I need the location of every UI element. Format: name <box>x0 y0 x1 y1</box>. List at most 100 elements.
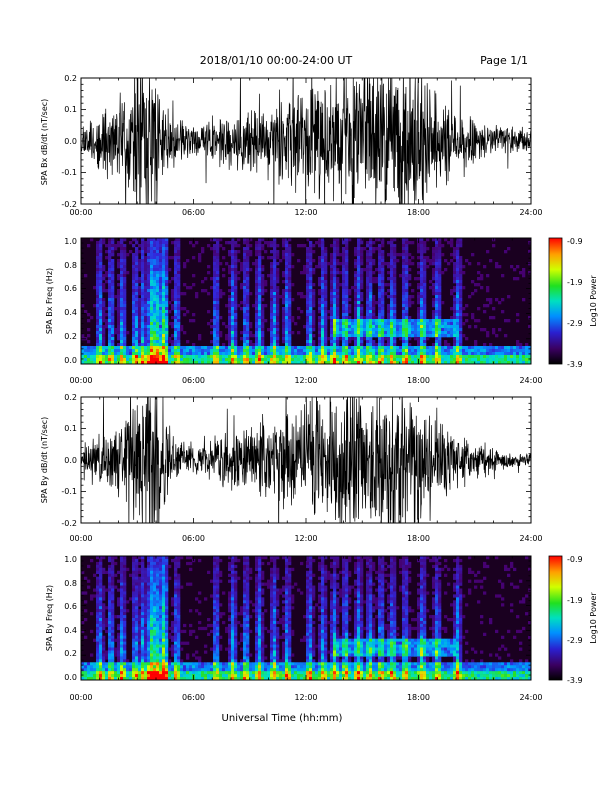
spectrogram-cell <box>342 268 345 271</box>
spectrogram-cell <box>123 283 126 286</box>
spectrogram-cell <box>234 268 237 271</box>
spectrogram-cell <box>108 274 111 277</box>
spectrogram-cell <box>345 319 348 322</box>
spectrogram-cell <box>234 265 237 268</box>
spectrogram-cell <box>255 355 258 358</box>
spectrogram-cell <box>498 349 501 352</box>
spectrogram-cell <box>417 277 420 280</box>
spectrogram-cell <box>108 559 111 562</box>
spectrogram-cell <box>123 313 126 316</box>
spectrogram-cell <box>135 253 138 256</box>
spectrogram-cell <box>123 256 126 259</box>
spectrogram-cell <box>174 358 177 361</box>
spectrogram-cell <box>318 358 321 361</box>
spectrogram-cell <box>306 292 309 295</box>
spectrogram-cell <box>363 352 366 355</box>
spectrogram-cell <box>174 334 177 337</box>
spectrogram-cell <box>489 358 492 361</box>
spectrogram-cell <box>318 352 321 355</box>
spectrogram-cell <box>309 250 312 253</box>
spectrogram-cell <box>111 671 114 674</box>
spectrogram-cell <box>165 301 168 304</box>
spectrogram-cell <box>111 262 114 265</box>
spectrogram-cell <box>207 346 210 349</box>
spectrogram-cell <box>381 274 384 277</box>
spectrogram-cell <box>138 615 141 618</box>
spectrogram-cell <box>453 304 456 307</box>
spectrogram-cell <box>351 337 354 340</box>
spectrogram-cell <box>108 289 111 292</box>
spectrogram-cell <box>234 274 237 277</box>
spectrogram-cell <box>150 612 153 615</box>
spectrogram-cell <box>174 307 177 310</box>
spectrogram-cell <box>453 325 456 328</box>
spectrogram-cell <box>456 307 459 310</box>
spectrogram-cell <box>336 352 339 355</box>
spectrogram-cell <box>417 331 420 334</box>
spectrogram-cell <box>357 289 360 292</box>
spectrogram-cell <box>279 355 282 358</box>
p3-ytick-3: -0.1 <box>61 487 77 496</box>
spectrogram-cell <box>453 328 456 331</box>
p1-ytick-2: 0.0 <box>64 137 77 146</box>
spectrogram-cell <box>120 301 123 304</box>
spectrogram-cell <box>261 316 264 319</box>
spectrogram-cell <box>417 313 420 316</box>
spectrogram-cell <box>438 331 441 334</box>
spectrogram-cell <box>270 316 273 319</box>
spectrogram-cell <box>213 334 216 337</box>
spectrogram-cell <box>420 268 423 271</box>
spectrogram-cell <box>201 280 204 283</box>
spectrogram-cell <box>111 283 114 286</box>
spectrogram-cell <box>180 349 183 352</box>
spectrogram-cell <box>420 301 423 304</box>
spectrogram-cell <box>501 349 504 352</box>
spectrogram-cell <box>285 292 288 295</box>
spectrogram-cell <box>108 606 111 609</box>
spectrogram-cell <box>417 301 420 304</box>
spectrogram-cell <box>285 307 288 310</box>
spectrogram-cell <box>423 271 426 274</box>
spectrogram-cell <box>477 358 480 361</box>
spectrogram-cell <box>276 334 279 337</box>
spectrogram-cell <box>150 346 153 349</box>
spectrogram-cell <box>270 349 273 352</box>
spectrogram-cell <box>96 241 99 244</box>
spectrogram-cell <box>519 343 522 346</box>
spectrogram-cell <box>420 289 423 292</box>
spectrogram-cell <box>453 298 456 301</box>
spectrogram-cell <box>474 355 477 358</box>
spectrogram-cell <box>276 292 279 295</box>
spectrogram-cell <box>423 277 426 280</box>
spectrogram-cell <box>141 250 144 253</box>
spectrogram-cell <box>459 316 462 319</box>
spectrogram-cell <box>366 298 369 301</box>
spectrogram-cell <box>417 325 420 328</box>
spectrogram-cell <box>252 358 255 361</box>
spectrogram-cell <box>444 349 447 352</box>
spectrogram-cell <box>135 340 138 343</box>
spectrogram-cell <box>126 671 129 674</box>
spectrogram-cell <box>240 349 243 352</box>
spectrogram-cell <box>486 250 489 253</box>
panel-by-spectrogram: 1.0 0.8 0.6 0.4 0.2 0.0 00:00 06:00 12:0… <box>45 555 598 702</box>
spectrogram-cell <box>333 358 336 361</box>
spectrogram-cell <box>495 355 498 358</box>
spectrogram-cell <box>144 256 147 259</box>
p2-colorbar <box>549 238 562 364</box>
spectrogram-cell <box>90 612 93 615</box>
spectrogram-cell <box>423 259 426 262</box>
spectrogram-cell <box>417 298 420 301</box>
spectrogram-cell <box>153 606 156 609</box>
spectrogram-cell <box>165 583 168 586</box>
spectrogram-cell <box>507 352 510 355</box>
spectrogram-cell <box>366 253 369 256</box>
spectrogram-cell <box>285 265 288 268</box>
spectrogram-cell <box>141 310 144 313</box>
spectrogram-cell <box>285 340 288 343</box>
spectrogram-cell <box>330 319 333 322</box>
spectrogram-cell <box>405 292 408 295</box>
spectrogram-cell <box>387 283 390 286</box>
spectrogram-cell <box>132 577 135 580</box>
